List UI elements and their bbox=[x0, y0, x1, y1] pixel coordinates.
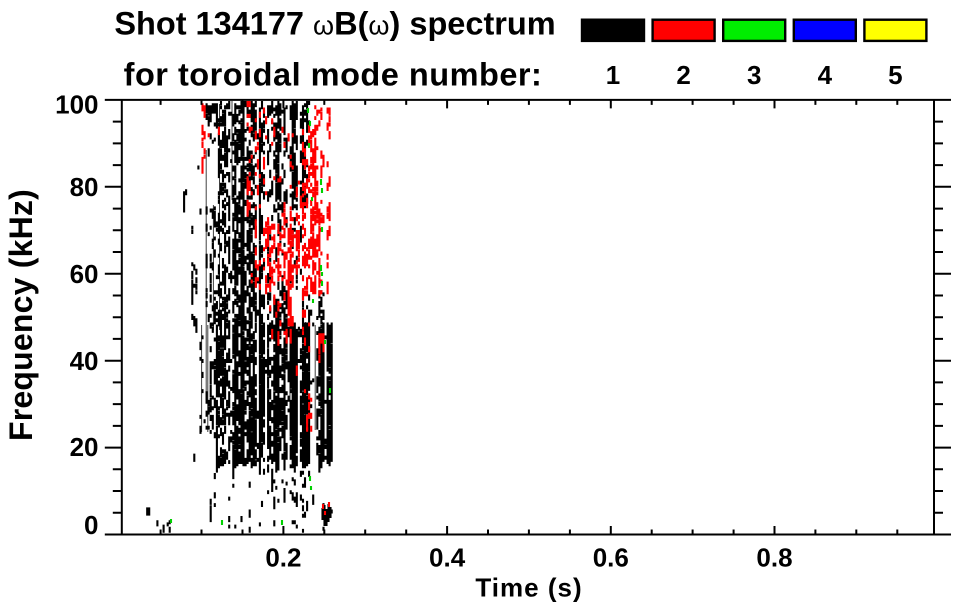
svg-text:100: 100 bbox=[55, 90, 98, 120]
svg-text:2: 2 bbox=[676, 60, 690, 90]
svg-text:for toroidal mode number:: for toroidal mode number: bbox=[124, 57, 543, 93]
svg-text:Frequency (kHz): Frequency (kHz) bbox=[3, 189, 39, 441]
svg-text:3: 3 bbox=[747, 60, 761, 90]
svg-text:Time (s): Time (s) bbox=[475, 572, 582, 602]
svg-text:0: 0 bbox=[84, 510, 98, 540]
svg-text:0.2: 0.2 bbox=[265, 543, 301, 573]
svg-text:0.4: 0.4 bbox=[429, 543, 466, 573]
svg-text:0.6: 0.6 bbox=[593, 543, 629, 573]
svg-text:60: 60 bbox=[70, 259, 99, 289]
svg-text:4: 4 bbox=[818, 60, 833, 90]
svg-text:1: 1 bbox=[606, 60, 620, 90]
svg-text:40: 40 bbox=[70, 346, 99, 376]
svg-text:20: 20 bbox=[70, 432, 99, 462]
svg-text:Shot 134177 ωB(ω) spectrum: Shot 134177 ωB(ω) spectrum bbox=[114, 6, 555, 42]
svg-text:80: 80 bbox=[70, 172, 99, 202]
svg-text:5: 5 bbox=[888, 60, 902, 90]
svg-text:0.8: 0.8 bbox=[756, 543, 792, 573]
